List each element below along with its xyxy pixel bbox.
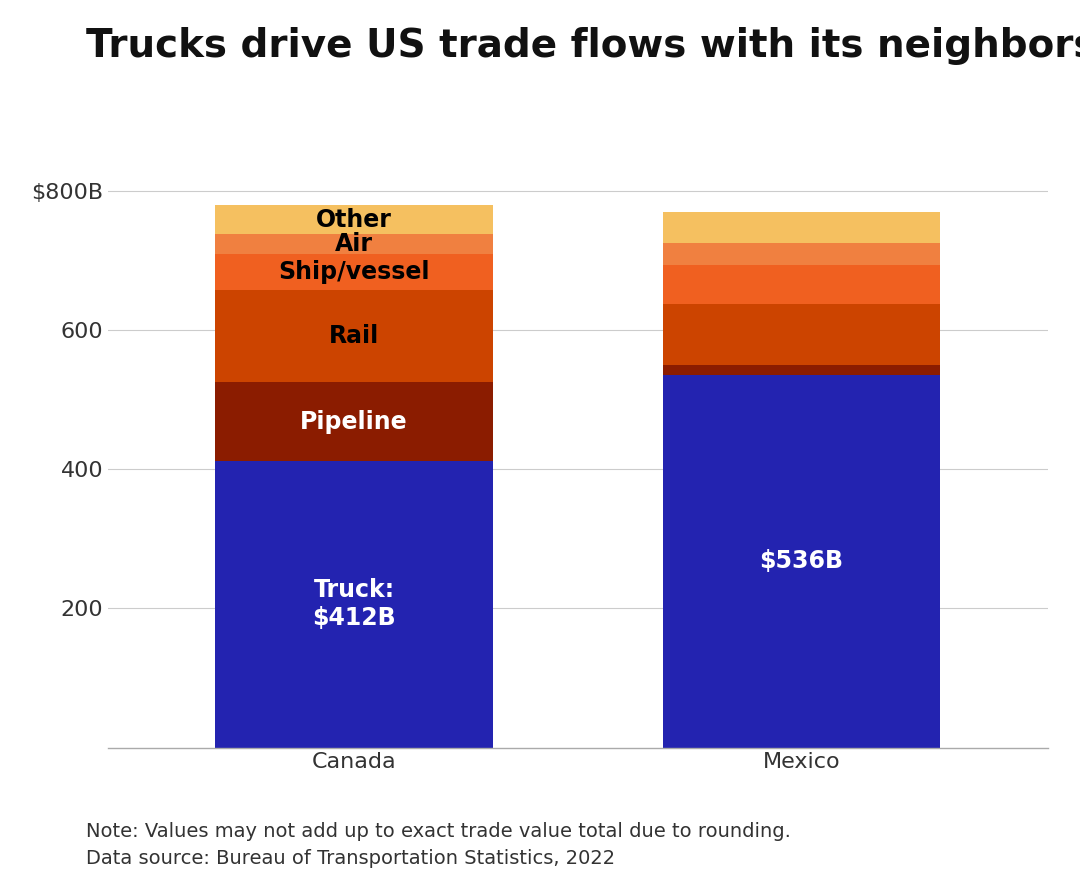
Bar [215, 234, 492, 254]
Bar [663, 243, 941, 265]
Bar [663, 304, 941, 365]
Text: $536B: $536B [759, 549, 843, 573]
Bar [663, 265, 941, 304]
Bar [663, 375, 941, 748]
Bar [215, 383, 492, 461]
Text: Truck:
$412B: Truck: $412B [312, 578, 396, 630]
Bar [215, 290, 492, 383]
Text: Air: Air [335, 232, 373, 256]
Text: Rail: Rail [329, 324, 379, 348]
Text: Data source: Bureau of Transportation Statistics, 2022: Data source: Bureau of Transportation St… [86, 849, 616, 868]
Bar [215, 205, 492, 234]
Text: Ship/vessel: Ship/vessel [279, 260, 430, 284]
Bar [215, 461, 492, 748]
Text: Pipeline: Pipeline [300, 409, 408, 433]
Bar [663, 212, 941, 243]
Text: Trucks drive US trade flows with its neighbors: Trucks drive US trade flows with its nei… [86, 27, 1080, 65]
Text: Note: Values may not add up to exact trade value total due to rounding.: Note: Values may not add up to exact tra… [86, 822, 792, 841]
Text: Other: Other [316, 207, 392, 231]
Bar [215, 254, 492, 290]
Bar [663, 365, 941, 375]
